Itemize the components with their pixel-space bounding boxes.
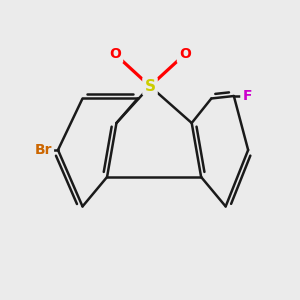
Text: S: S (145, 79, 155, 94)
Text: O: O (109, 47, 121, 61)
Text: F: F (242, 89, 252, 103)
Text: Br: Br (34, 143, 52, 157)
Text: O: O (179, 47, 191, 61)
